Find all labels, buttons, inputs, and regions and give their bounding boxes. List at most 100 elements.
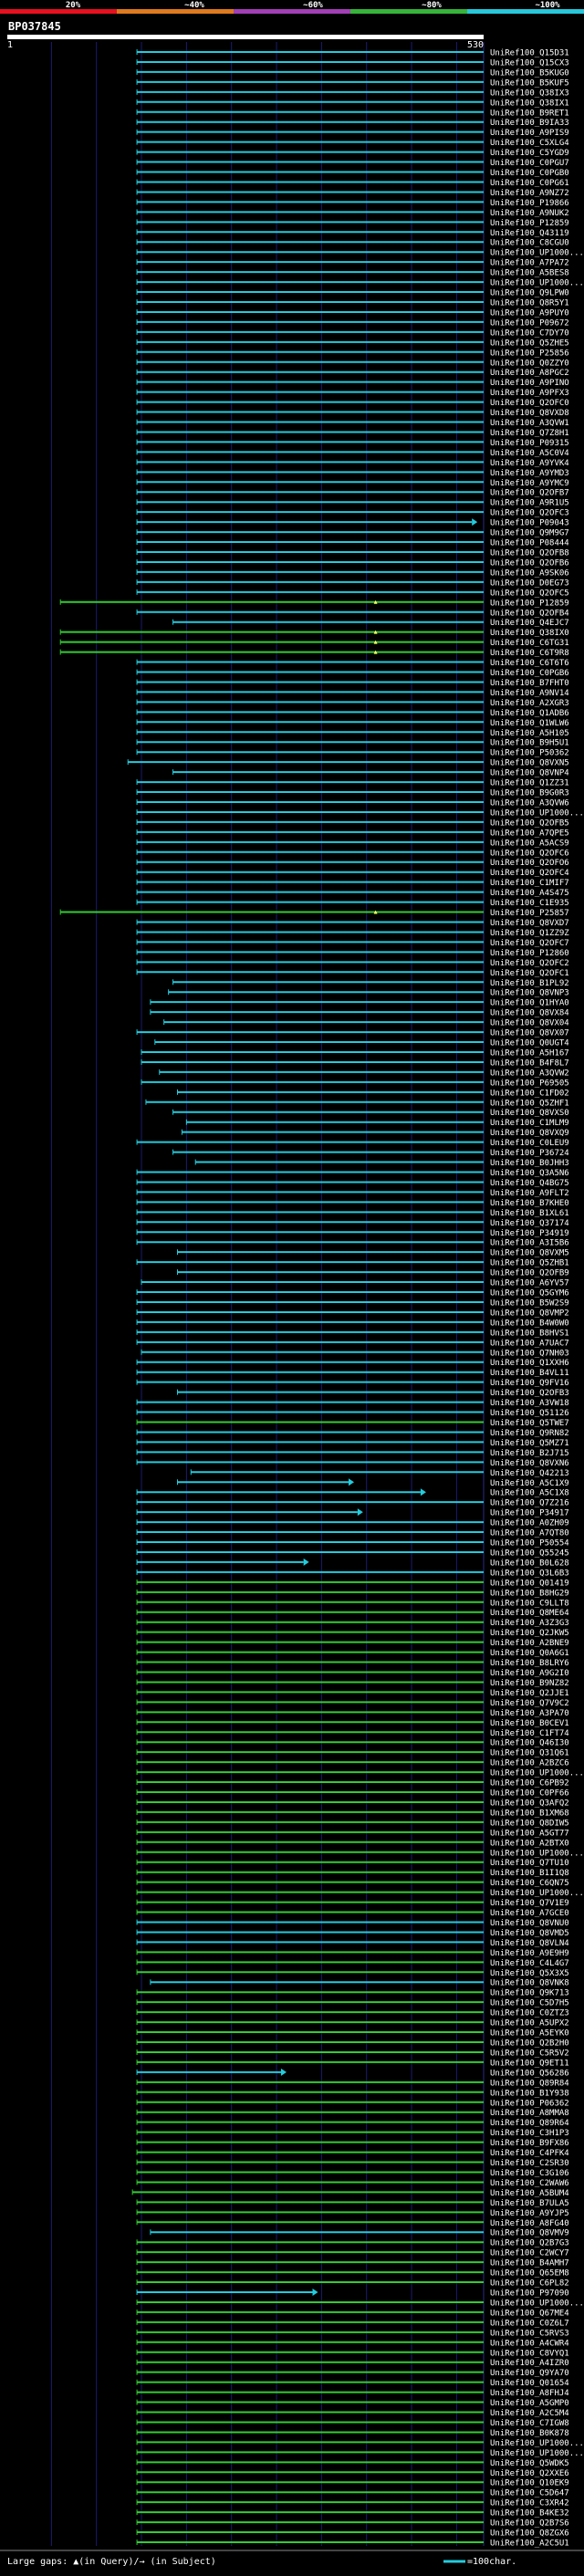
hit-label[interactable]: UniRef100_B1XL61 [490, 1209, 569, 1218]
hit-row[interactable]: UniRef100_A3QVW6 [136, 798, 569, 808]
hit-row[interactable]: UniRef100_A5BES8 [136, 269, 569, 278]
hit-row[interactable]: UniRef100_Q8R5Y1 [136, 298, 569, 308]
hit-row[interactable]: UniRef100_Q51126 [136, 1409, 569, 1418]
hit-label[interactable]: UniRef100_C6TG31 [490, 639, 569, 648]
hit-label[interactable]: UniRef100_A4IZR0 [490, 2359, 569, 2368]
hit-row[interactable]: UniRef100_Q0A6G1 [136, 1649, 569, 1658]
hit-row[interactable]: UniRef100_Q38IX0 [59, 629, 569, 638]
hit-row[interactable]: UniRef100_B5W2S9 [136, 1298, 569, 1308]
hit-label[interactable]: UniRef100_UP1000... [490, 2449, 584, 2458]
hit-row[interactable]: UniRef100_B5KUF5 [136, 78, 569, 88]
hit-row[interactable]: UniRef100_P97090 [136, 2289, 569, 2299]
hit-row[interactable]: UniRef100_A5GMP0 [136, 2399, 569, 2408]
hit-row[interactable]: UniRef100_Q56286 [136, 2068, 569, 2079]
hit-row[interactable]: UniRef100_Q5MZ71 [136, 1439, 569, 1448]
hit-label[interactable]: UniRef100_A4S475 [490, 889, 569, 898]
hit-label[interactable]: UniRef100_Q8VXS0 [490, 1109, 569, 1118]
hit-row[interactable]: UniRef100_P12860 [136, 949, 569, 958]
hit-label[interactable]: UniRef100_Q2OFB3 [490, 1389, 569, 1398]
hit-row[interactable]: UniRef100_C6T9R8 [59, 649, 569, 658]
hit-row[interactable]: UniRef100_A5EYK0 [136, 2029, 569, 2039]
hit-label[interactable]: UniRef100_Q1ZZ9Z [490, 929, 569, 938]
hit-label[interactable]: UniRef100_Q10EK9 [490, 2479, 569, 2488]
hit-row[interactable]: UniRef100_Q8ME64 [136, 1609, 569, 1618]
hit-label[interactable]: UniRef100_Q8ME64 [490, 1609, 569, 1618]
hit-row[interactable]: UniRef100_C2SR30 [136, 2159, 569, 2168]
hit-label[interactable]: UniRef100_A2BTX0 [490, 1839, 569, 1848]
hit-label[interactable]: UniRef100_Q1HYA0 [490, 999, 569, 1008]
hit-row[interactable]: UniRef100_Q15CX3 [136, 58, 569, 68]
hit-row[interactable]: UniRef100_A6YV57 [141, 1279, 569, 1288]
hit-label[interactable]: UniRef100_C5RVS3 [490, 2329, 569, 2338]
hit-row[interactable]: UniRef100_UP1000... [136, 279, 584, 288]
hit-row[interactable]: UniRef100_UP1000... [136, 2439, 584, 2448]
hit-label[interactable]: UniRef100_UP1000... [490, 279, 584, 288]
hit-row[interactable]: UniRef100_Q5ZHB1 [136, 1259, 569, 1268]
hit-label[interactable]: UniRef100_Q2OFC5 [490, 589, 569, 598]
hit-label[interactable]: UniRef100_A7UAC7 [490, 1339, 569, 1348]
hit-row[interactable]: UniRef100_C5D647 [136, 2489, 569, 2498]
hit-row[interactable]: UniRef100_A5BUM4 [131, 2189, 569, 2198]
hit-label[interactable]: UniRef100_Q8ZGX6 [490, 2529, 569, 2539]
hit-label[interactable]: UniRef100_A9YMC9 [490, 479, 569, 488]
hit-row[interactable]: UniRef100_Q8VLN4 [136, 1939, 569, 1948]
hit-label[interactable]: UniRef100_Q2B7G3 [490, 2239, 569, 2248]
hit-label[interactable]: UniRef100_A7QT80 [490, 1529, 569, 1538]
hit-label[interactable]: UniRef100_C4PFK4 [490, 2149, 569, 2158]
hit-row[interactable]: UniRef100_A2C5M4 [136, 2409, 569, 2418]
hit-label[interactable]: UniRef100_A3QVW2 [490, 1069, 569, 1078]
hit-row[interactable]: UniRef100_P34917 [136, 1508, 569, 1518]
hit-label[interactable]: UniRef100_UP1000... [490, 2299, 584, 2308]
hit-row[interactable]: UniRef100_A5H105 [136, 729, 569, 738]
hit-label[interactable]: UniRef100_A5BES8 [490, 269, 569, 278]
hit-row[interactable]: UniRef100_Q0ZZY0 [136, 359, 569, 368]
hit-row[interactable]: UniRef100_A9NZ72 [136, 189, 569, 198]
hit-label[interactable]: UniRef100_A9YJP5 [490, 2209, 569, 2218]
hit-row[interactable]: UniRef100_C9LLT8 [136, 1599, 569, 1608]
hit-label[interactable]: UniRef100_A9SK06 [490, 568, 569, 578]
hit-row[interactable]: UniRef100_P25856 [136, 349, 569, 358]
hit-label[interactable]: UniRef100_B0K878 [490, 2429, 569, 2438]
hit-label[interactable]: UniRef100_Q1WLW6 [490, 719, 569, 728]
hit-label[interactable]: UniRef100_Q3L6B3 [490, 1569, 569, 1578]
hit-label[interactable]: UniRef100_A3VW18 [490, 1399, 569, 1408]
hit-row[interactable]: UniRef100_B7KHE0 [136, 1199, 569, 1208]
hit-row[interactable]: UniRef100_C7DY70 [136, 329, 569, 338]
hit-label[interactable]: UniRef100_A5BUM4 [490, 2189, 569, 2198]
hit-label[interactable]: UniRef100_B4W0W0 [490, 1319, 569, 1328]
hit-row[interactable]: UniRef100_C0ZTZ3 [136, 2009, 569, 2018]
hit-label[interactable]: UniRef100_Q9FV16 [490, 1379, 569, 1388]
hit-label[interactable]: UniRef100_A8FHJ4 [490, 2389, 569, 2398]
hit-label[interactable]: UniRef100_B7ULA5 [490, 2199, 569, 2208]
hit-row[interactable]: UniRef100_Q2XXE6 [136, 2469, 569, 2478]
hit-label[interactable]: UniRef100_Q2OFC4 [490, 869, 569, 878]
hit-label[interactable]: UniRef100_P12860 [490, 949, 569, 958]
hit-label[interactable]: UniRef100_Q0A6G1 [490, 1649, 569, 1658]
hit-row[interactable]: UniRef100_C6T6T6 [136, 659, 569, 668]
hit-row[interactable]: UniRef100_Q5X3X5 [136, 1969, 569, 1978]
hit-label[interactable]: UniRef100_Q5TWE7 [490, 1419, 569, 1428]
hit-row[interactable]: UniRef100_Q8VXD8 [136, 409, 569, 418]
hit-row[interactable]: UniRef100_C4L4G7 [136, 1959, 569, 1968]
hit-label[interactable]: UniRef100_Q5ZHF1 [490, 1099, 569, 1108]
hit-label[interactable]: UniRef100_P09672 [490, 318, 569, 328]
hit-row[interactable]: UniRef100_A8MMA8 [136, 2109, 569, 2118]
hit-label[interactable]: UniRef100_Q8VXN6 [490, 1459, 569, 1468]
hit-label[interactable]: UniRef100_Q2JKW5 [490, 1629, 569, 1638]
hit-label[interactable]: UniRef100_P50362 [490, 749, 569, 758]
hit-row[interactable]: UniRef100_Q2OFC7 [136, 939, 569, 948]
hit-row[interactable]: UniRef100_Q2JJE1 [136, 1689, 569, 1698]
hit-row[interactable]: UniRef100_B2J715 [136, 1449, 569, 1458]
hit-row[interactable]: UniRef100_A9YMD3 [136, 469, 569, 478]
hit-label[interactable]: UniRef100_Q2OFC7 [490, 939, 569, 948]
hit-row[interactable]: UniRef100_Q8VMV9 [150, 2229, 569, 2238]
hit-row[interactable]: UniRef100_B4VL11 [136, 1369, 569, 1378]
hit-row[interactable]: UniRef100_Q7TU10 [136, 1859, 569, 1868]
hit-label[interactable]: UniRef100_Q8VNP4 [490, 769, 569, 778]
hit-row[interactable]: UniRef100_Q9M9G7 [136, 529, 569, 538]
hit-row[interactable]: UniRef100_C5R5V2 [136, 2049, 569, 2058]
hit-label[interactable]: UniRef100_C9LLT8 [490, 1599, 569, 1608]
hit-label[interactable]: UniRef100_A9PUY0 [490, 308, 569, 318]
hit-row[interactable]: UniRef100_A9FLT2 [136, 1189, 569, 1198]
hit-row[interactable]: UniRef100_A9YMC9 [136, 479, 569, 488]
